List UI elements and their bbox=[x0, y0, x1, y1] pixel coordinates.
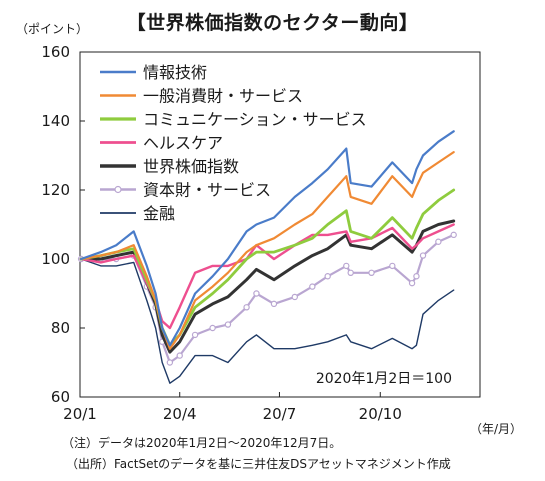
series-marker bbox=[343, 262, 350, 270]
legend-label: 世界株価指数 bbox=[143, 157, 239, 176]
y-axis-unit-label: （ポイント） bbox=[16, 22, 89, 36]
footnote-source: （出所）FactSetのデータを基に三井住友DSアセットマネジメント作成 bbox=[66, 457, 451, 471]
series-marker bbox=[191, 331, 199, 339]
series-marker bbox=[209, 324, 216, 332]
legend-label: 情報技術 bbox=[143, 63, 207, 82]
series-marker bbox=[450, 231, 457, 239]
series-marker bbox=[243, 304, 250, 311]
y-tick-label: 60 bbox=[51, 388, 70, 406]
series-marker bbox=[408, 279, 416, 287]
series-marker bbox=[291, 293, 298, 301]
series-marker bbox=[435, 238, 442, 245]
y-tick-label: 120 bbox=[41, 181, 70, 199]
x-tick-label: 20/7 bbox=[263, 405, 297, 423]
series-marker bbox=[419, 252, 427, 259]
series-marker bbox=[324, 273, 331, 280]
base-note: 2020年1月2日＝100 bbox=[316, 371, 452, 387]
series-line bbox=[79, 188, 456, 347]
legend-label: 金融 bbox=[143, 204, 175, 223]
series-line bbox=[80, 151, 455, 350]
series-marker bbox=[309, 283, 316, 290]
series-marker bbox=[270, 300, 278, 308]
legend-label: ヘルスケア bbox=[143, 134, 223, 153]
legend-label: 資本財・サービス bbox=[143, 181, 271, 200]
footnote-note: （注）データは2020年1月2日～2020年12月7日。 bbox=[62, 436, 342, 450]
y-tick-label: 140 bbox=[41, 112, 70, 130]
y-tick-label: 80 bbox=[51, 319, 70, 337]
series-marker bbox=[389, 262, 396, 270]
legend-label: 一般消費財・サービス bbox=[143, 87, 303, 106]
legend-label: コミュニケーション・サービス bbox=[143, 110, 367, 129]
series-marker bbox=[368, 269, 375, 276]
series-marker bbox=[347, 269, 354, 276]
chart-title: 【世界株価指数のセクター動向】 bbox=[126, 12, 419, 34]
x-tick-label: 20/10 bbox=[359, 405, 402, 423]
y-tick-label: 100 bbox=[41, 250, 70, 268]
series-marker bbox=[166, 359, 174, 366]
legend-marker bbox=[114, 185, 122, 194]
x-tick-label: 20/4 bbox=[163, 405, 197, 423]
series-marker bbox=[224, 321, 232, 328]
x-axis-unit-label: （年/月） bbox=[470, 422, 523, 436]
series-marker bbox=[176, 352, 183, 359]
y-tick-label: 160 bbox=[41, 43, 70, 61]
series-marker bbox=[413, 273, 420, 280]
plot-frame bbox=[79, 51, 481, 398]
series-line bbox=[80, 258, 455, 384]
series-marker bbox=[253, 290, 260, 297]
x-tick-label: 20/1 bbox=[63, 405, 97, 423]
series-line bbox=[80, 130, 455, 347]
